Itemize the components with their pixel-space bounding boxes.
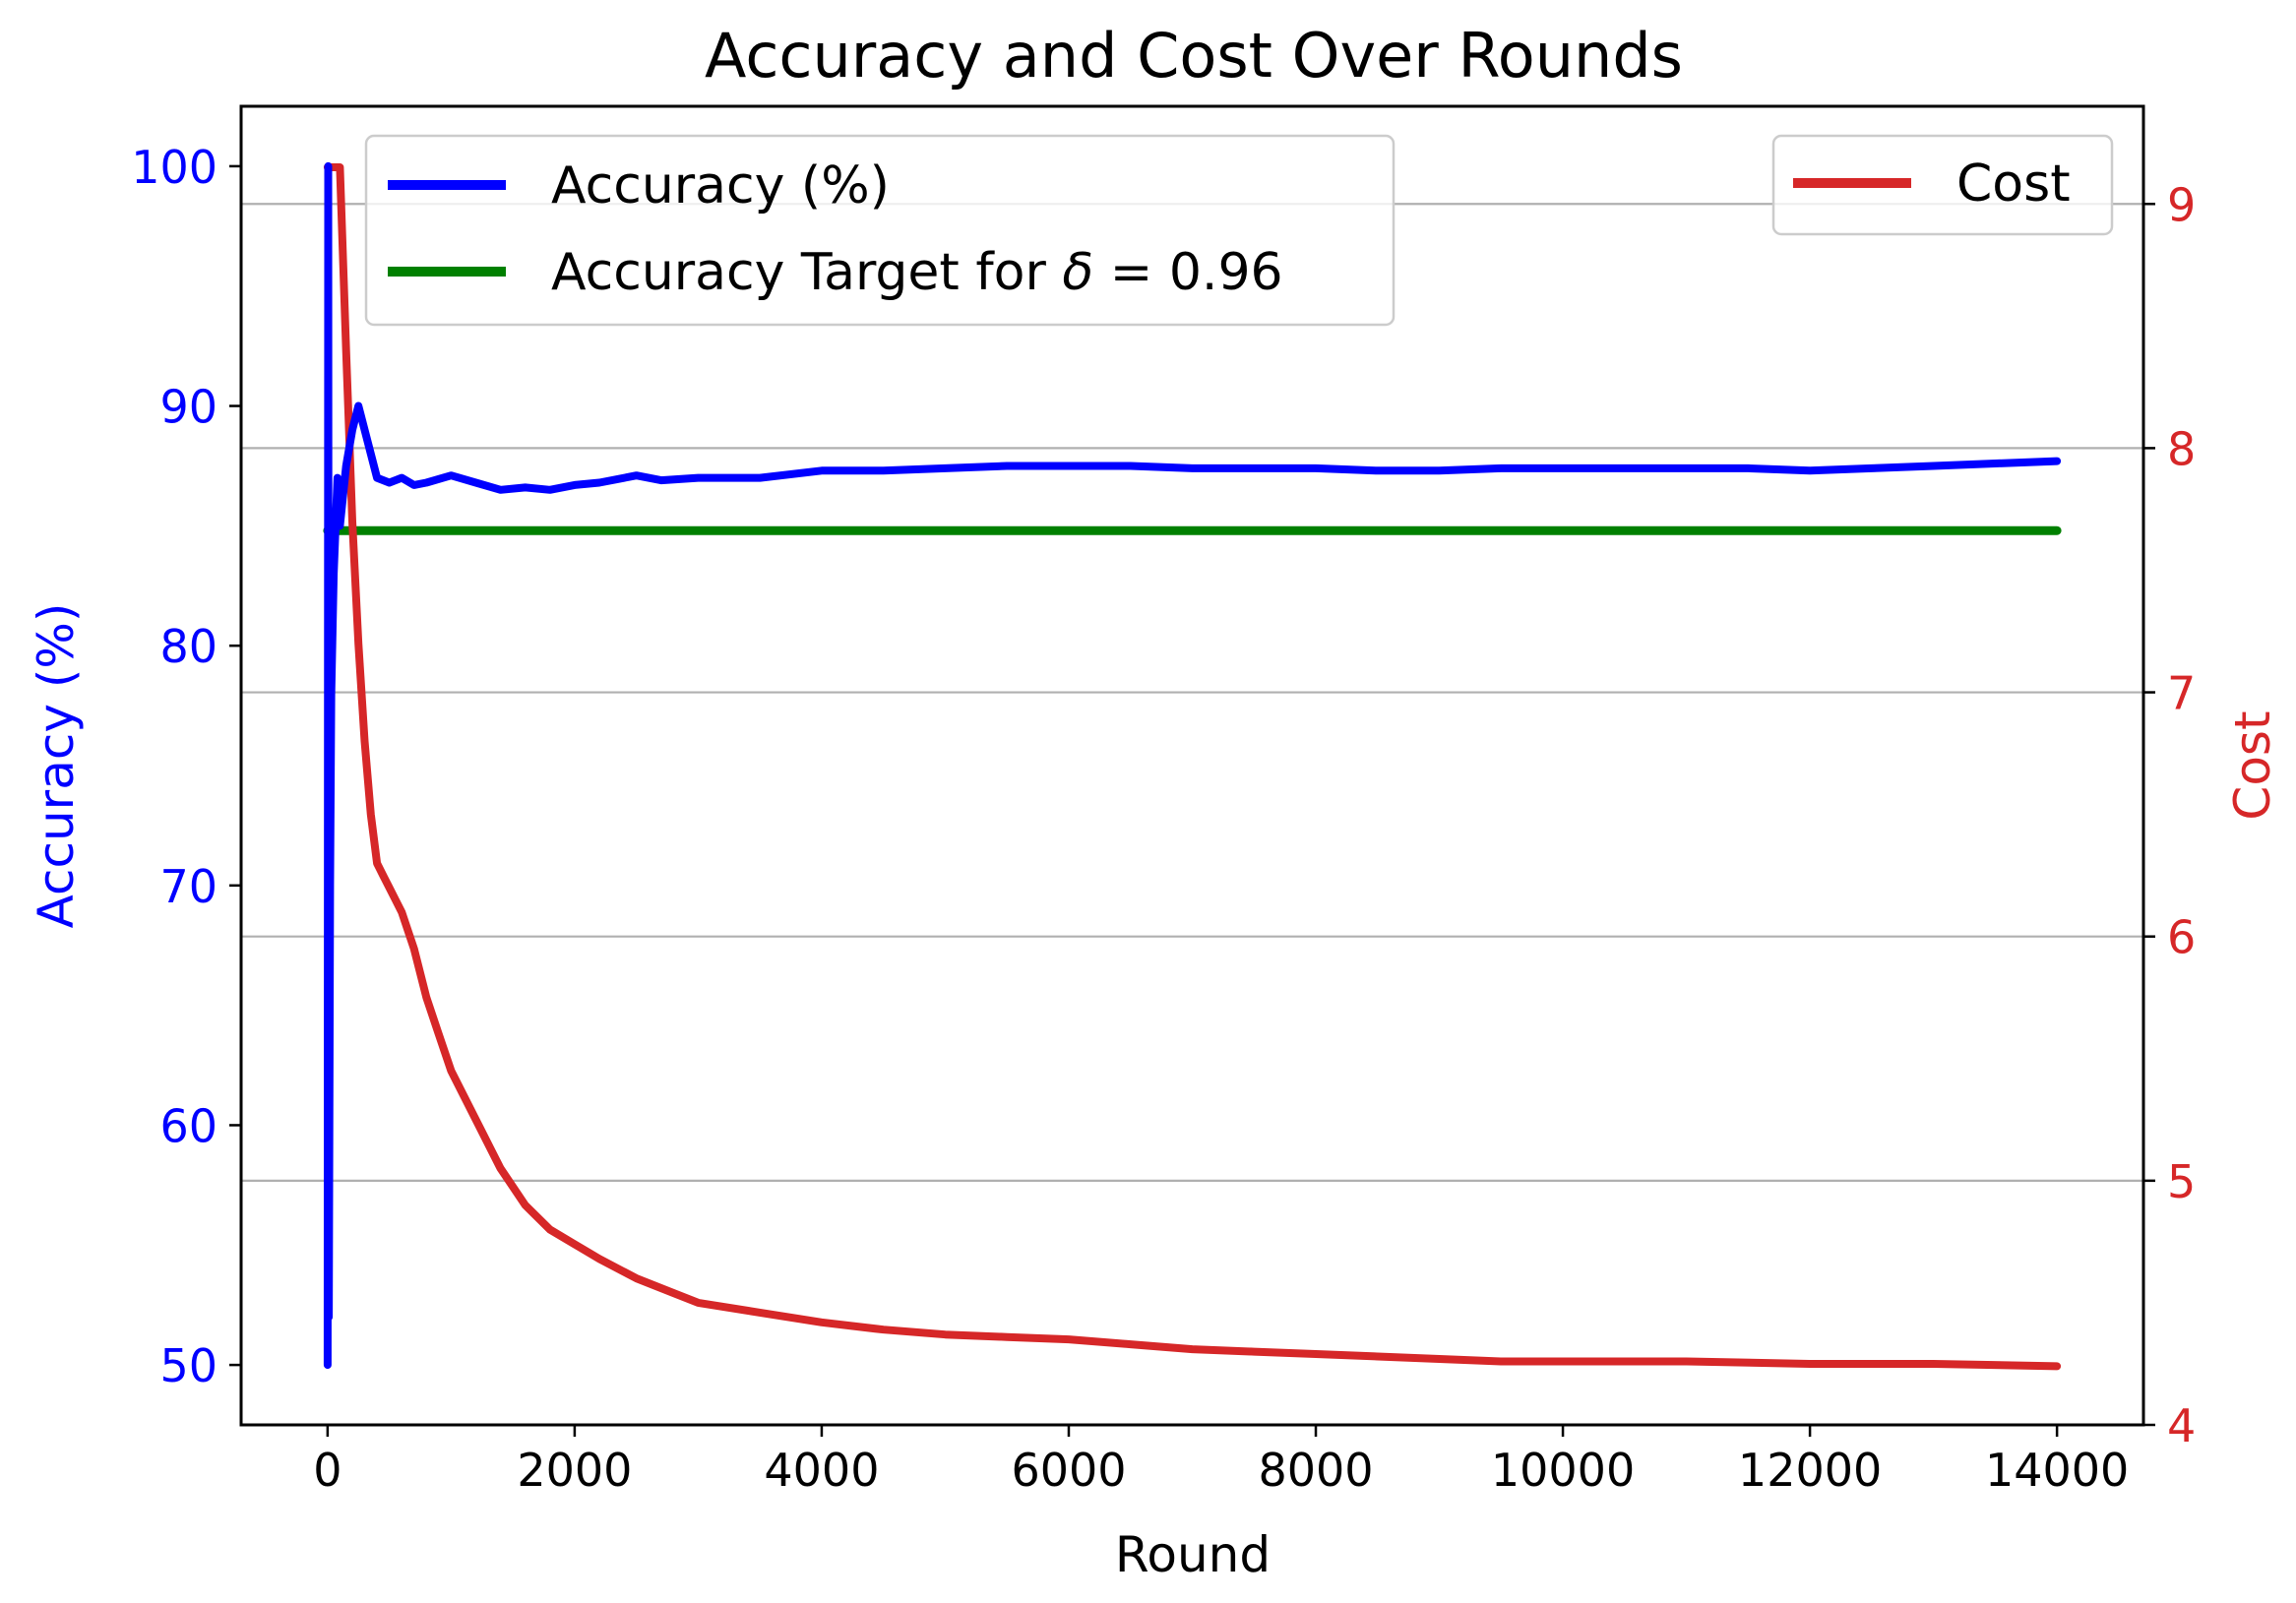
legend-left-box <box>364 134 1396 327</box>
legend-right-box <box>1771 134 2114 236</box>
legend-target-label: Accuracy Target for δ = 0.96 <box>551 243 1283 302</box>
legend-right: Cost <box>1771 134 2114 236</box>
left-y-tick-label: 100 <box>131 141 217 194</box>
right-y-axis-title: Cost <box>2224 710 2281 820</box>
legend-target-prefix: Accuracy Target for <box>551 243 1062 302</box>
legend-cost-label: Cost <box>1956 154 2071 214</box>
left-y-tick-label: 90 <box>159 381 217 434</box>
cost-line <box>323 163 2062 1371</box>
right-y-tick-label: 4 <box>2167 1399 2196 1452</box>
right-y-axis: 4 5 6 7 8 9 <box>2143 178 2196 1452</box>
x-tick-label: 8000 <box>1258 1444 1373 1497</box>
left-y-tick-label: 50 <box>159 1339 217 1392</box>
x-tick-label: 0 <box>313 1444 341 1497</box>
series-layer <box>323 161 2062 1371</box>
x-tick-label: 4000 <box>764 1444 879 1497</box>
left-y-axis: 50 60 70 80 90 100 <box>131 141 241 1392</box>
right-y-tick-label: 8 <box>2167 422 2196 475</box>
legend-left: Accuracy (%) Accuracy Target for δ = 0.9… <box>364 134 1396 327</box>
x-tick-label: 2000 <box>517 1444 632 1497</box>
right-y-tick-label: 9 <box>2167 178 2196 231</box>
plot-frame <box>239 104 2145 1427</box>
legend-target-symbol: δ <box>1062 243 1093 302</box>
x-tick-label: 14000 <box>1985 1444 2129 1497</box>
legend-accuracy-label: Accuracy (%) <box>551 156 890 216</box>
x-tick-label: 10000 <box>1491 1444 1635 1497</box>
left-y-tick-label: 80 <box>159 620 217 673</box>
left-y-tick-label: 60 <box>159 1099 217 1152</box>
x-axis: 0 2000 4000 6000 8000 10000 12000 14000 <box>313 1425 2129 1497</box>
left-y-axis-title: Accuracy (%) <box>28 603 85 929</box>
left-y-tick-label: 70 <box>159 860 217 913</box>
x-axis-title: Round <box>1115 1526 1271 1583</box>
right-y-tick-label: 6 <box>2167 911 2196 964</box>
accuracy-line <box>323 161 2062 1370</box>
x-tick-label: 12000 <box>1738 1444 1882 1497</box>
right-y-tick-label: 5 <box>2167 1155 2196 1208</box>
chart-title: Accuracy and Cost Over Rounds <box>705 20 1683 92</box>
x-tick-label: 6000 <box>1011 1444 1126 1497</box>
legend-target-suffix: = 0.96 <box>1093 243 1282 302</box>
right-y-tick-label: 7 <box>2167 667 2196 720</box>
